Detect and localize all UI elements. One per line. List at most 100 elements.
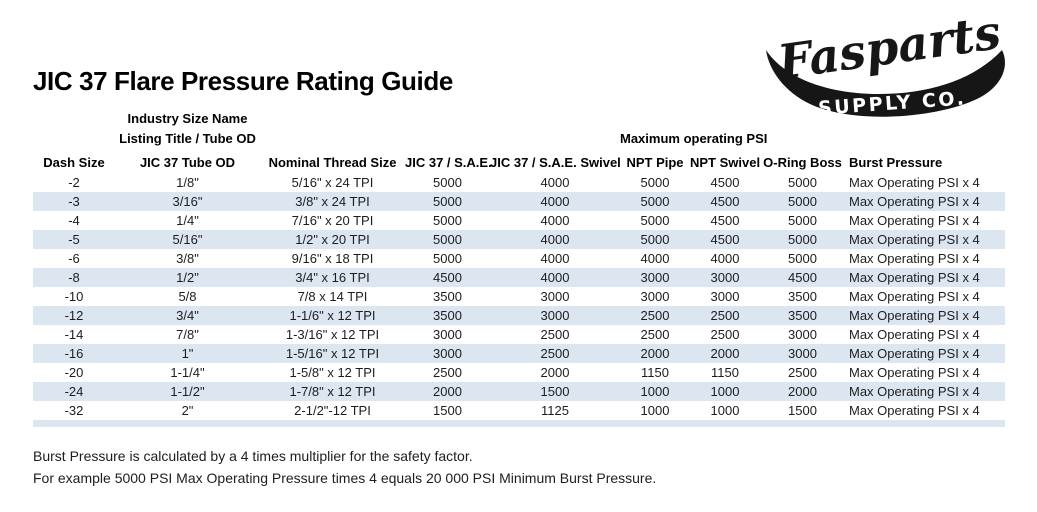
table-cell: 4500: [710, 175, 740, 190]
table-cell: 1150: [711, 365, 739, 380]
table-cell: Max Operating PSI x 4: [849, 365, 980, 380]
table-cell: 2500: [788, 365, 817, 380]
table-cell: Max Operating PSI x 4: [845, 268, 1005, 287]
col-header-thread-size: Nominal Thread Size: [268, 155, 397, 170]
industry-size-name-header: Industry Size Name: [127, 111, 248, 126]
table-cell: -24: [33, 382, 115, 401]
table-cell: 3/8": [176, 251, 199, 266]
table-cell: 3/16": [115, 192, 260, 211]
table-cell: 5000: [788, 175, 817, 190]
table-row: -5 5/16" 1/2" x 20 TPI 5000 4000 5000 4500 5000…: [33, 230, 1005, 249]
table-cell: 3000: [710, 289, 740, 304]
table-row: -14 7/8" 1-3/16" x 12 TPI 3000 2500 2500 2500 3…: [33, 325, 1005, 344]
table-cell: 5000: [760, 230, 845, 249]
table-cell: 1125: [541, 403, 569, 418]
table-cell: 3000: [405, 344, 490, 363]
column-header-row: Dash Size JIC 37 Tube OD Nominal Thread …: [33, 146, 1005, 173]
table-cell: -5: [33, 230, 115, 249]
footer-notes: Burst Pressure is calculated by a 4 time…: [33, 445, 656, 489]
footer-note-line1: Burst Pressure is calculated by a 4 time…: [33, 448, 473, 464]
table-cell: Max Operating PSI x 4: [845, 344, 1005, 363]
table-cell: 1/8": [176, 175, 199, 190]
table-cell: 4500: [405, 268, 490, 287]
table-cell: -3: [33, 192, 115, 211]
table-row: -20 1-1/4" 1-5/8" x 12 TPI 2500 2000 1150 1150…: [33, 363, 1005, 382]
table-cell: 5000: [640, 213, 670, 228]
col-header-npt-pipe: NPT Pipe: [626, 155, 684, 170]
table-cell: 1-1/6" x 12 TPI: [260, 306, 405, 325]
table-cell: -14: [64, 327, 84, 342]
table-cell: 1500: [788, 403, 817, 418]
table-cell: 1/2": [115, 268, 260, 287]
table-cell: 5/16": [115, 230, 260, 249]
group-header-row-1: Industry Size Name: [33, 106, 1005, 126]
fasparts-logo: Fasparts SUPPLY CO.: [766, 5, 1005, 120]
table-cell: 3500: [788, 289, 817, 304]
table-cell: -2: [68, 175, 80, 190]
table-cell: 7/16" x 20 TPI: [291, 213, 374, 228]
table-cell: 1-1/2": [115, 382, 260, 401]
table-cell: 1500: [433, 403, 462, 418]
table-cell: 5000: [433, 251, 462, 266]
table-cell: 2500: [690, 306, 760, 325]
table-cell: 3000: [620, 268, 690, 287]
table-cell: 1/4": [176, 213, 199, 228]
table-cell: 5000: [405, 230, 490, 249]
table-cell: 2000: [540, 365, 570, 380]
table-cell: Max Operating PSI x 4: [845, 382, 1005, 401]
table-cell: 2000: [405, 382, 490, 401]
table-cell: 1000: [690, 382, 760, 401]
table-cell: 7/8": [176, 327, 199, 342]
table-cell: 2500: [540, 327, 570, 342]
table-cell: 3/4": [115, 306, 260, 325]
max-operating-psi-header: Maximum operating PSI: [620, 131, 768, 146]
table-cell: Max Operating PSI x 4: [845, 230, 1005, 249]
table-cell: 1-7/8" x 12 TPI: [260, 382, 405, 401]
table-cell: 2500: [433, 365, 462, 380]
table-cell: -6: [68, 251, 80, 266]
table-cell: 4000: [710, 251, 740, 266]
table-cell: 2500: [490, 344, 620, 363]
table-cell: 5000: [620, 192, 690, 211]
table-cell: Max Operating PSI x 4: [845, 192, 1005, 211]
table-cell: 3000: [540, 289, 570, 304]
table-cell: 1500: [490, 382, 620, 401]
trailing-band-strip: [33, 420, 1005, 427]
rating-table-body: -2 1/8" 5/16" x 24 TPI 5000 4000 5000 4500 5000…: [33, 173, 1005, 427]
group-header-row-2: Listing Title / Tube OD Maximum operatin…: [33, 126, 1005, 146]
table-cell: 3000: [760, 344, 845, 363]
table-cell: 5000: [433, 175, 462, 190]
table-cell: Max Operating PSI x 4: [849, 251, 980, 266]
table-cell: 3000: [640, 289, 670, 304]
table-row: -12 3/4" 1-1/6" x 12 TPI 3500 3000 2500 2500 35…: [33, 306, 1005, 325]
table-cell: 5000: [760, 192, 845, 211]
table-cell: 3/4" x 16 TPI: [260, 268, 405, 287]
col-header-jic-sae: JIC 37 / S.A.E.: [405, 155, 492, 170]
table-cell: 1-3/16" x 12 TPI: [285, 327, 380, 342]
pressure-rating-table: Industry Size Name Listing Title / Tube …: [33, 106, 1005, 427]
table-cell: 4500: [690, 192, 760, 211]
table-row: -4 1/4" 7/16" x 20 TPI 5000 4000 5000 4500 5000…: [33, 211, 1005, 230]
table-cell: -4: [68, 213, 80, 228]
table-cell: 4000: [540, 175, 570, 190]
table-cell: Max Operating PSI x 4: [845, 306, 1005, 325]
table-cell: -8: [33, 268, 115, 287]
table-cell: 1000: [620, 382, 690, 401]
table-cell: Max Operating PSI x 4: [849, 327, 980, 342]
table-cell: 1-1/4": [170, 365, 205, 380]
table-cell: 3500: [760, 306, 845, 325]
table-cell: 2500: [710, 327, 740, 342]
col-header-dash-size: Dash Size: [43, 155, 105, 170]
table-cell: 3/8" x 24 TPI: [260, 192, 405, 211]
table-row: -10 5/8 7/8 x 14 TPI 3500 3000 3000 3000 3500 Ma…: [33, 287, 1005, 306]
table-cell: 4500: [710, 213, 740, 228]
col-header-jic-sae-swivel: JIC 37 / S.A.E. Swivel: [490, 155, 621, 170]
table-cell: 4000: [540, 213, 570, 228]
table-cell: 1000: [640, 403, 670, 418]
logo-swoosh-banner: [766, 50, 1005, 117]
table-cell: 4500: [690, 230, 760, 249]
table-cell: -16: [33, 344, 115, 363]
table-row: -16 1" 1-5/16" x 12 TPI 3000 2500 2000 2000 300…: [33, 344, 1005, 363]
table-cell: 4000: [490, 192, 620, 211]
